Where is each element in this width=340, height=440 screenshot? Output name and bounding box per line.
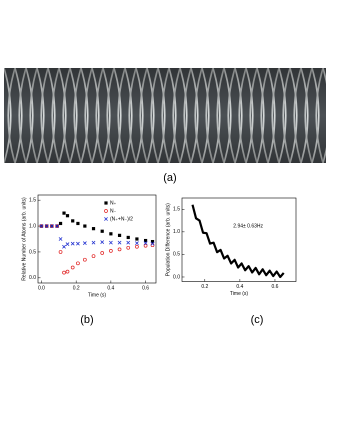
point	[100, 229, 104, 233]
legend-label: (N₊+N₋)/2	[110, 216, 133, 222]
point	[91, 254, 96, 258]
point	[58, 250, 63, 254]
point	[55, 224, 59, 228]
annotation: 2.94± 0.63Hz	[233, 223, 263, 229]
legend-marker	[104, 201, 108, 205]
point	[91, 227, 96, 231]
panel-label: (a)	[163, 172, 176, 184]
point	[150, 241, 155, 246]
point	[76, 241, 80, 246]
point	[117, 247, 122, 252]
x-tick-label: 0.2	[201, 284, 208, 290]
point	[109, 232, 113, 236]
panel-label: (c)	[251, 314, 264, 326]
point	[62, 211, 66, 215]
point	[109, 249, 113, 253]
y-tick-label: 0.5	[29, 249, 36, 255]
point	[58, 237, 63, 241]
point	[135, 244, 139, 249]
y-tick-label: 0.0	[173, 274, 180, 280]
panel-label: (b)	[80, 314, 93, 326]
plot-frame	[181, 197, 297, 282]
y-tick-label: 1.0	[173, 229, 180, 235]
point	[82, 241, 87, 246]
point	[65, 269, 70, 274]
point	[76, 221, 80, 226]
x-tick-label: 0.4	[236, 284, 243, 290]
point	[83, 257, 87, 262]
point	[70, 241, 75, 246]
x-axis-title: Time (s)	[230, 291, 248, 297]
point	[58, 221, 63, 226]
y-axis-title: Population Difference (arb. units)	[165, 203, 171, 276]
point	[71, 219, 75, 223]
point	[39, 224, 44, 228]
y-tick-label: 1.5	[173, 207, 180, 213]
legend-marker	[104, 217, 108, 221]
point	[65, 242, 70, 247]
point	[91, 240, 96, 245]
point	[126, 245, 131, 250]
x-tick-label: 0.6	[142, 285, 149, 291]
point	[49, 224, 54, 228]
point	[126, 240, 131, 245]
y-tick-label: 1.0	[29, 223, 36, 229]
fringe-shade	[4, 68, 326, 163]
y-axis-title: Relative Number of Atoms (arb. units)	[21, 197, 27, 281]
point	[76, 261, 80, 266]
x-tick-label: 0.6	[271, 284, 278, 290]
point	[135, 241, 139, 246]
x-tick-label: 0.0	[38, 285, 45, 291]
point	[135, 237, 139, 241]
point	[100, 240, 105, 244]
point	[55, 224, 59, 228]
point	[44, 224, 49, 228]
point	[70, 265, 75, 270]
plot-frame	[37, 194, 157, 284]
point	[62, 244, 66, 249]
point	[126, 235, 130, 240]
point	[143, 238, 148, 243]
x-tick-label: 0.2	[73, 285, 80, 291]
data-line	[191, 204, 285, 279]
point	[117, 233, 122, 237]
point	[143, 243, 148, 248]
point	[143, 241, 148, 246]
point	[108, 240, 113, 245]
point	[83, 224, 87, 228]
point	[50, 224, 54, 228]
point	[65, 214, 70, 218]
legend-marker	[104, 209, 108, 213]
point	[150, 239, 155, 244]
y-tick-label: 0.5	[173, 252, 180, 258]
y-tick-label: 1.5	[29, 198, 36, 204]
point	[44, 224, 49, 228]
x-tick-label: 0.4	[107, 285, 114, 291]
legend-label: N₊	[110, 200, 117, 206]
point	[39, 224, 44, 228]
x-axis-title: Time (s)	[88, 292, 106, 298]
y-tick-label: 0.0	[29, 275, 36, 281]
point	[62, 270, 66, 275]
point	[100, 251, 105, 255]
point	[117, 240, 122, 245]
legend-label: N₋	[110, 208, 117, 214]
